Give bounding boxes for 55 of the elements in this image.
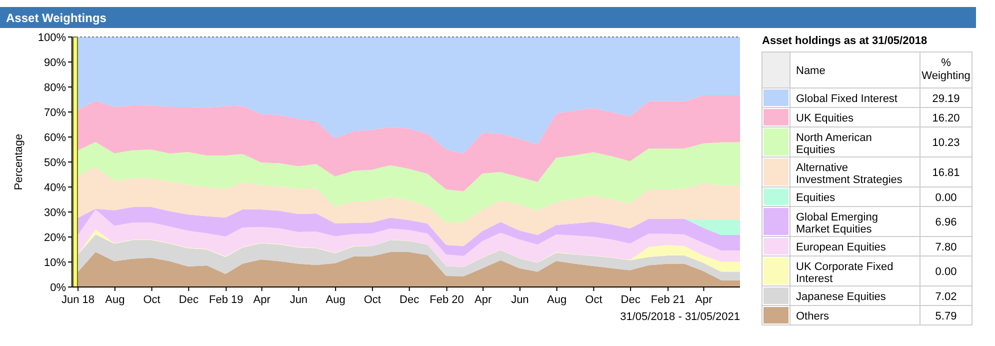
x-tick-label: Feb 19 xyxy=(209,294,244,306)
text: 16.81 xyxy=(932,167,960,179)
x-tick-label: Apr xyxy=(253,294,271,306)
x-tick-label: Jun 18 xyxy=(62,294,95,306)
y-tick-label: 20% xyxy=(44,232,66,244)
x-tick-label: Oct xyxy=(143,294,160,306)
text: 16.20 xyxy=(932,112,960,124)
x-tick-label: Oct xyxy=(364,294,382,306)
x-tick-label: Aug xyxy=(326,294,346,306)
category-label: Global Emerging Market Equities xyxy=(796,212,878,236)
y-tick-label: 50% xyxy=(44,157,66,169)
x-tick-label: Jun xyxy=(290,294,308,306)
x-tick-label: Apr xyxy=(695,294,713,306)
category-label: UK Equities xyxy=(796,112,854,124)
chart-title: Asset Weightings xyxy=(6,11,107,25)
text: 29.19 xyxy=(932,92,960,105)
y-tick-label: 30% xyxy=(44,207,66,219)
text: Asset holdings as at 31/05/2018 xyxy=(762,35,928,47)
x-tick-label: Dec xyxy=(178,294,199,306)
text: 5.79 xyxy=(935,310,957,322)
x-tick-label: Dec xyxy=(400,294,420,306)
x-tick-label: Dec xyxy=(620,294,641,306)
x-tick-label: Aug xyxy=(547,294,567,306)
category-label: Others xyxy=(796,310,830,322)
y-tick-label: 100% xyxy=(38,32,66,44)
y-tick-label: 90% xyxy=(44,57,66,69)
x-tick-label: Apr xyxy=(474,294,492,306)
category-label: UK Corporate Fixed Interest xyxy=(796,261,894,285)
y-tick-label: 0% xyxy=(50,282,66,294)
text: 7.02 xyxy=(935,290,957,303)
y-axis-title: Percentage xyxy=(13,134,25,190)
category-label: North American Equities xyxy=(796,132,872,156)
y-tick-label: 80% xyxy=(44,82,66,94)
text: 0.00 xyxy=(935,266,957,278)
category-label: European Equities xyxy=(796,242,886,254)
text: % Weighting xyxy=(922,57,970,82)
x-tick-label: Oct xyxy=(585,294,602,306)
x-tick-label: Feb 20 xyxy=(430,294,464,306)
text: 6.96 xyxy=(935,216,957,228)
category-label: Global Fixed Interest xyxy=(796,93,898,105)
y-tick-label: 10% xyxy=(44,257,66,269)
text: 0.00 xyxy=(935,192,957,204)
category-label: Alternative Investment Strategies xyxy=(796,162,903,186)
text: 7.80 xyxy=(935,241,957,254)
category-label: Japanese Equities xyxy=(796,291,886,303)
x-tick-label: Feb 21 xyxy=(650,294,686,306)
text: 31/05/2018 - 31/05/2021 xyxy=(620,311,740,323)
text: 10.23 xyxy=(932,137,960,149)
y-tick-label: 70% xyxy=(44,107,66,119)
y-tick-label: 40% xyxy=(44,182,66,194)
x-tick-label: Jun xyxy=(511,294,529,306)
category-label: Equities xyxy=(796,192,836,204)
x-tick-label: Aug xyxy=(105,294,125,306)
text: Name xyxy=(796,65,826,77)
y-tick-label: 60% xyxy=(44,132,66,144)
